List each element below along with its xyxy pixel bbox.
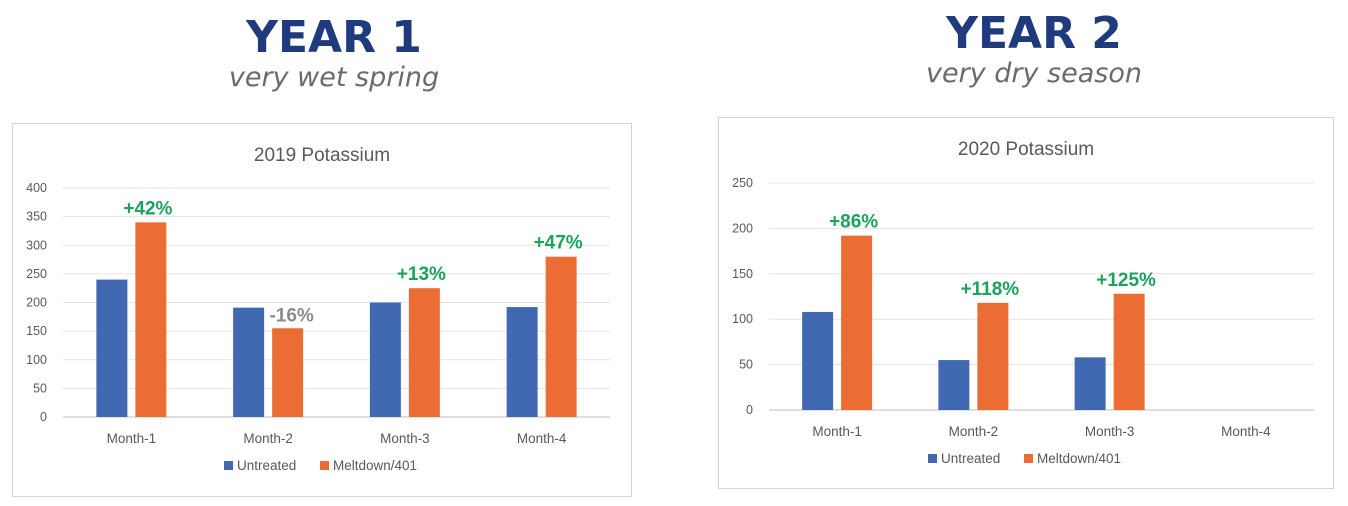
y-tick-label: 0: [746, 403, 753, 417]
legend-swatch-meltdown: [320, 461, 329, 470]
data-label: +13%: [397, 264, 446, 285]
year2-heading: YEAR 2 very dry season: [884, 10, 1184, 90]
y-tick-label: 150: [26, 324, 47, 338]
legend: Untreated Meltdown/401: [224, 458, 417, 473]
x-tick-label: Month-3: [1085, 424, 1135, 439]
legend-label: Untreated: [237, 458, 296, 473]
bar-meltdown: [841, 235, 873, 410]
y-tick-label: 350: [26, 210, 47, 224]
y-tick-label: 200: [26, 296, 47, 310]
bar-meltdown: [408, 288, 440, 417]
year2-title: YEAR 2: [946, 8, 1122, 59]
data-label: -16%: [269, 305, 313, 326]
bar-untreated: [802, 311, 834, 410]
year2-subtitle: very dry season: [926, 58, 1142, 89]
chart-2019-potassium: 2019 Potassium 0 50 100 150 200 250 300 350 400 Mo…: [26, 145, 610, 473]
x-tick-label: Month-2: [949, 424, 999, 439]
x-tick-label: Month-2: [243, 431, 293, 446]
y-tick-label: 100: [732, 312, 753, 326]
legend-label: Untreated: [941, 451, 1000, 466]
chart-panel-2020: 2020 Potassium 0 50 100 150 200 250 Month-1 +86%…: [718, 117, 1334, 489]
legend-swatch-untreated: [224, 461, 233, 470]
legend-swatch-meltdown: [1024, 454, 1033, 463]
x-tick-label: Month-3: [380, 431, 430, 446]
chart-panel-2019: 2019 Potassium 0 50 100 150 200 250 300 350 400 Mo…: [12, 123, 632, 497]
year1-heading: YEAR 1 very wet spring: [184, 14, 484, 94]
chart-title: 2020 Potassium: [958, 139, 1094, 160]
year1-title: YEAR 1: [246, 12, 422, 63]
y-tick-label: 50: [33, 381, 47, 395]
chart-2020-potassium: 2020 Potassium 0 50 100 150 200 250 Month-1 +86%…: [732, 139, 1314, 466]
y-tick-label: 400: [26, 181, 47, 195]
legend-label: Meltdown/401: [1037, 451, 1121, 466]
x-tick-label: Month-4: [517, 431, 567, 446]
year1-subtitle: very wet spring: [228, 62, 440, 93]
bar-untreated: [233, 307, 265, 417]
bar-untreated: [369, 302, 401, 417]
bar-untreated: [1074, 357, 1106, 410]
bar-untreated: [96, 279, 128, 417]
bar-meltdown: [135, 222, 167, 417]
legend: Untreated Meltdown/401: [928, 451, 1121, 466]
bar-untreated: [506, 307, 538, 417]
y-tick-label: 0: [40, 410, 47, 424]
y-tick-label: 200: [732, 221, 753, 235]
bar-meltdown: [977, 302, 1009, 410]
y-tick-label: 50: [739, 358, 753, 372]
bar-meltdown: [1113, 293, 1145, 410]
data-label: +118%: [961, 279, 1020, 300]
data-label: +125%: [1096, 270, 1156, 291]
bar-untreated: [938, 360, 970, 410]
data-label: +42%: [123, 198, 172, 219]
legend-swatch-untreated: [928, 454, 937, 463]
y-tick-label: 250: [26, 267, 47, 281]
legend-label: Meltdown/401: [333, 458, 417, 473]
x-tick-label: Month-4: [1221, 424, 1271, 439]
y-tick-label: 100: [26, 353, 47, 367]
x-tick-label: Month-1: [107, 431, 157, 446]
bar-meltdown: [545, 256, 577, 417]
y-tick-label: 300: [26, 238, 47, 252]
x-tick-label: Month-1: [812, 424, 862, 439]
bar-meltdown: [272, 328, 304, 417]
y-tick-label: 150: [732, 267, 753, 281]
chart-title: 2019 Potassium: [254, 145, 390, 166]
data-label: +86%: [829, 212, 878, 233]
y-tick-label: 250: [732, 176, 753, 190]
data-label: +47%: [534, 233, 583, 254]
